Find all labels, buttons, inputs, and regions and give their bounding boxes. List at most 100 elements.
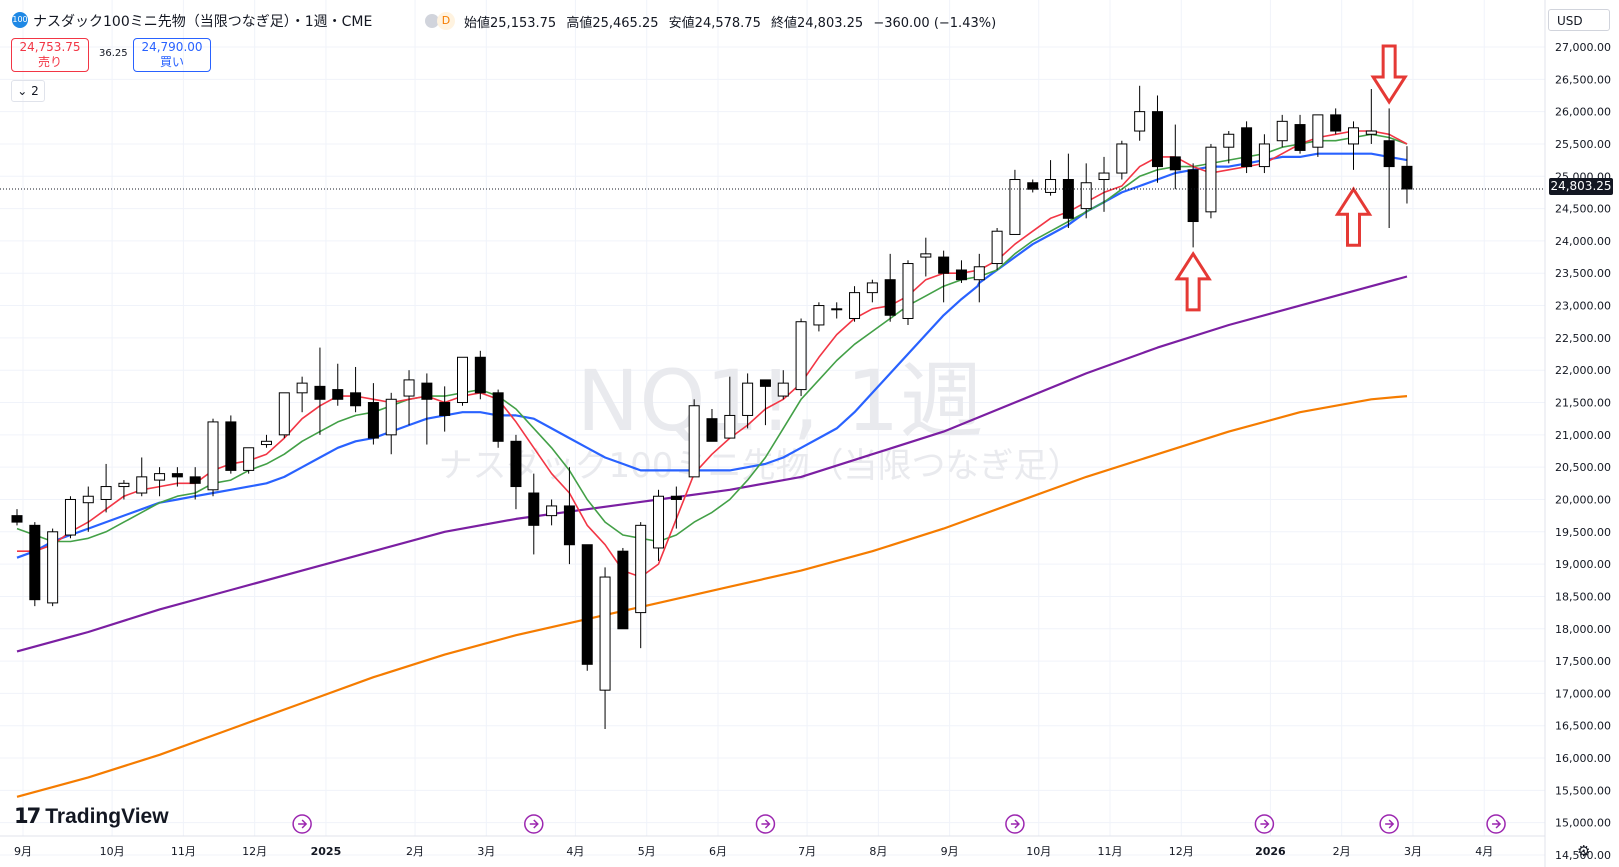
candle-body	[260, 440, 272, 446]
price-tick-label: 23,000.00	[1555, 300, 1611, 313]
price-tick-label: 19,500.00	[1555, 526, 1611, 539]
candle	[670, 486, 682, 529]
event-marker-icon	[1486, 814, 1506, 834]
settings-gear-icon[interactable]: ⚙	[1577, 842, 1591, 860]
candle	[795, 318, 807, 397]
price-tick-label: 23,500.00	[1555, 267, 1611, 280]
price-tick-label: 24,000.00	[1555, 235, 1611, 248]
candle	[260, 434, 272, 448]
event-marker-icon	[755, 814, 776, 834]
price-tick-label: 20,500.00	[1555, 461, 1611, 474]
candle-body	[653, 495, 665, 549]
candle-body	[1258, 143, 1270, 168]
tradingview-logo[interactable]: 𝟭𝟳 TradingView	[14, 804, 169, 829]
candle-body	[1312, 114, 1324, 148]
spread-value: 36.25	[99, 48, 128, 59]
time-axis[interactable]: 9月 10月 11月 12月 2025 2月 3月 4月 5月 6月 7月 8月 9月 10月 11月 12月…	[14, 845, 1493, 858]
candle	[1134, 85, 1146, 141]
candle-body	[154, 473, 166, 481]
candle-body	[1009, 179, 1021, 235]
time-tick-label: 11月	[1098, 845, 1123, 858]
sell-label: 売り	[37, 55, 62, 69]
price-tick-label: 15,500.00	[1555, 784, 1611, 797]
symbol-title[interactable]: ナスダック100ミニ先物（当限つなぎ足）・1週・CME	[33, 14, 373, 30]
candle	[457, 356, 468, 406]
time-tick-label: 3月	[1404, 845, 1422, 858]
price-axis[interactable]: 27,000.0026,500.0026,000.0025,500.0025,0…	[1555, 41, 1611, 862]
market-status-icon[interactable]	[425, 14, 439, 28]
candle-body	[474, 356, 486, 394]
current-price-label: 24,803.25	[1549, 178, 1613, 195]
candle-body	[29, 524, 41, 601]
time-tick-label: 9月	[14, 845, 32, 858]
time-tick-label: 2月	[406, 845, 424, 858]
candle-body	[831, 308, 843, 311]
currency-selector[interactable]: USD	[1548, 9, 1610, 31]
candle	[563, 467, 575, 565]
candle	[1330, 108, 1342, 135]
candle-body	[118, 482, 130, 488]
candle-body	[1294, 124, 1306, 151]
data-delay-badge[interactable]: D	[437, 12, 455, 30]
candle-body	[866, 282, 878, 294]
candle	[991, 227, 1003, 271]
event-marker-icon	[292, 814, 312, 834]
candle-body	[563, 505, 575, 546]
candle-body	[777, 382, 789, 397]
event-marker-icon	[1379, 814, 1399, 834]
candle-body	[296, 382, 308, 394]
time-tick-label: 9月	[941, 845, 959, 858]
candle-body	[1169, 156, 1181, 171]
sell-button[interactable]: 24,753.75 売り	[11, 38, 89, 72]
candle-body	[1151, 111, 1163, 168]
candle	[1009, 169, 1021, 235]
indicator-collapse-button[interactable]: ⌄ 2	[11, 80, 45, 102]
ma-purple-line	[16, 275, 1408, 653]
time-tick-label: 2025	[311, 845, 342, 858]
event-arrow	[298, 819, 308, 829]
candle-body	[670, 495, 682, 500]
candle-body	[421, 382, 433, 400]
time-tick-label: 12月	[1169, 845, 1194, 858]
candle	[1241, 121, 1253, 174]
candle-body	[973, 266, 985, 281]
candle	[314, 347, 326, 435]
candle	[439, 386, 451, 432]
candle-body	[1027, 182, 1039, 190]
buy-label: 買い	[159, 55, 184, 69]
candle-body	[795, 321, 807, 391]
time-tick-label: 2026	[1255, 845, 1286, 858]
candle	[599, 567, 611, 729]
candle-body	[813, 305, 825, 326]
candle	[492, 389, 504, 448]
open-value: 25,153.75	[490, 16, 557, 31]
buy-button[interactable]: 24,790.00 買い	[133, 38, 211, 72]
event-arrow	[529, 819, 539, 829]
ma-blue-line	[16, 152, 1408, 559]
candle-body	[278, 392, 290, 436]
candle	[581, 544, 593, 671]
candle	[29, 522, 41, 607]
price-tick-label: 21,500.00	[1555, 397, 1611, 410]
candle-body	[439, 402, 451, 416]
candle	[1151, 95, 1163, 183]
time-tick-label: 8月	[869, 845, 887, 858]
arrow-up-icon	[1174, 251, 1212, 312]
price-tick-label: 20,000.00	[1555, 493, 1611, 506]
candle-body	[1401, 165, 1413, 190]
candle-body	[332, 389, 344, 400]
event-marker-icon	[1254, 814, 1275, 834]
candle-body	[884, 279, 896, 316]
price-tick-label: 24,500.00	[1555, 203, 1611, 216]
candle	[403, 370, 415, 426]
candle	[1027, 179, 1039, 193]
sell-price: 24,753.75	[19, 40, 81, 54]
candle-body	[724, 414, 736, 439]
candle-body	[82, 495, 94, 504]
high-label: 高値	[566, 16, 593, 31]
time-tick-label: 4月	[566, 845, 584, 858]
symbol-icon[interactable]: 100	[12, 12, 28, 28]
candle	[474, 350, 486, 400]
event-marker-icon	[1005, 814, 1025, 834]
